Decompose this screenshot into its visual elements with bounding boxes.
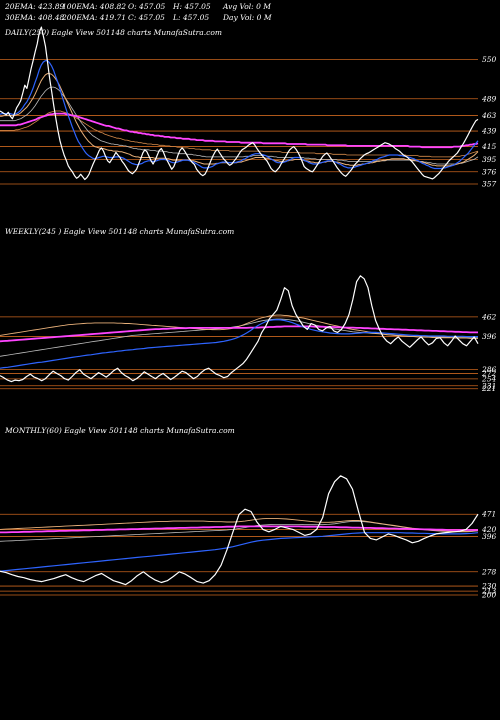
monthly-tick-label-6: 200 bbox=[481, 591, 497, 600]
stat-ema100: 100EMA: 408.82 bbox=[62, 2, 127, 11]
stat-high: H: 457.05 bbox=[173, 2, 211, 11]
daily-series-ema100 bbox=[0, 110, 479, 158]
stat-low: L: 457.05 bbox=[173, 13, 210, 22]
monthly-panel-title: MONTHLY(60) Eagle View 501148 charts Mun… bbox=[5, 426, 235, 435]
weekly-tick-label-5: 231 bbox=[481, 381, 496, 390]
daily-tick-label-6: 376 bbox=[482, 167, 497, 176]
stat-ema20: 20EMA: 423.89 bbox=[5, 2, 65, 11]
daily-series-ema20 bbox=[0, 60, 479, 170]
weekly-series-ema_blue bbox=[0, 319, 478, 369]
monthly-series-ema_blue bbox=[0, 532, 479, 572]
daily-chart: 550 489 463 439 415 395 376 357 bbox=[0, 26, 497, 189]
monthly-tick-label-4: 230 bbox=[481, 582, 497, 591]
daily-tick-label-4: 415 bbox=[481, 142, 497, 151]
stat-close: C: 457.05 bbox=[128, 13, 165, 22]
daily-tick-label-7: 357 bbox=[482, 180, 497, 189]
daily-series-ema30 bbox=[0, 73, 479, 167]
monthly-series-ema_magenta bbox=[0, 525, 478, 534]
stat-open: O: 457.05 bbox=[128, 2, 166, 11]
weekly-series-ema_tan bbox=[0, 314, 478, 339]
weekly-tick-label-3: 272 bbox=[481, 369, 497, 378]
stat-ema200: 200EMA: 419.71 bbox=[62, 13, 127, 22]
monthly-tick-label-3: 278 bbox=[481, 567, 497, 576]
weekly-panel-title: WEEKLY(245 ) Eagle View 501148 charts Mu… bbox=[5, 227, 235, 236]
stat-dayvol: Day Vol: 0 M bbox=[223, 13, 272, 22]
weekly-tick-label-0: 462 bbox=[481, 312, 497, 321]
monthly-tick-label-0: 471 bbox=[481, 510, 496, 519]
daily-tick-label-1: 489 bbox=[481, 94, 497, 103]
monthly-series-price bbox=[0, 475, 479, 586]
weekly-series-ema_magenta bbox=[0, 325, 478, 343]
daily-tick-label-5: 395 bbox=[482, 155, 497, 164]
weekly-tick-label-2: 286 bbox=[481, 365, 497, 374]
monthly-tick-label-1: 420 bbox=[481, 525, 497, 534]
monthly-series-ema_tan bbox=[0, 517, 479, 532]
daily-series-price bbox=[0, 26, 479, 181]
daily-panel-title: DAILY(250) Eagle View 501148 charts Muna… bbox=[5, 28, 222, 37]
weekly-tick-label-1: 396 bbox=[482, 332, 497, 341]
daily-series-ema_grey bbox=[0, 86, 479, 165]
daily-tick-label-3: 439 bbox=[481, 127, 497, 136]
stat-avgvol: Avg Vol: 0 M bbox=[223, 2, 271, 11]
daily-tick-label-0: 550 bbox=[482, 55, 497, 64]
weekly-tick-label-6: 221 bbox=[481, 384, 496, 393]
daily-series-ema200 bbox=[0, 112, 479, 149]
monthly-tick-label-2: 396 bbox=[482, 532, 497, 541]
daily-tick-label-2: 463 bbox=[481, 111, 497, 120]
weekly-series-price bbox=[0, 275, 479, 383]
monthly-tick-label-5: 213 bbox=[481, 587, 497, 596]
stat-ema30: 30EMA: 408.48 bbox=[5, 13, 65, 22]
weekly-tick-label-4: 254 bbox=[481, 374, 497, 383]
